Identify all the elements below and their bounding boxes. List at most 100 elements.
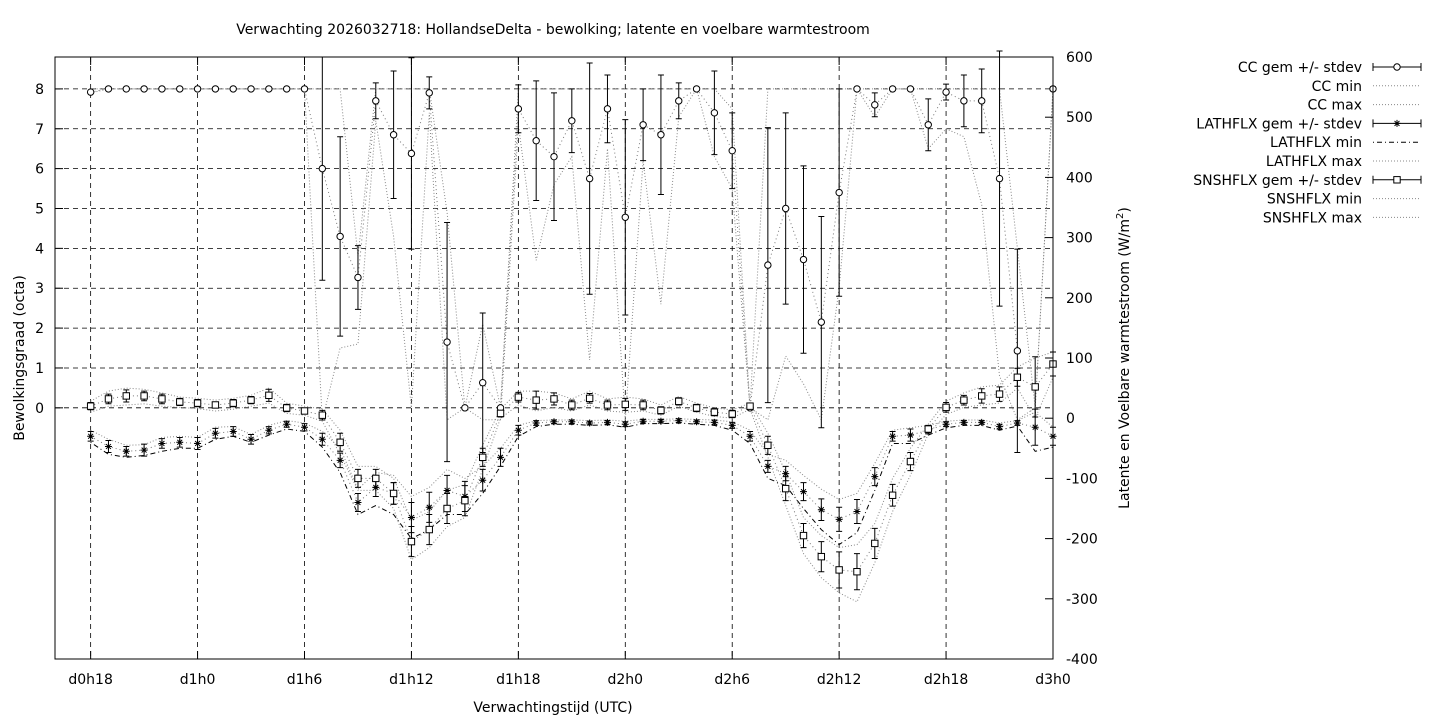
cc-gem-stdev-point (799, 255, 808, 264)
snshflx-gem-stdev-point (871, 539, 879, 548)
cc-gem-stdev-point (728, 146, 736, 155)
cc-gem-stdev-point (247, 85, 255, 93)
y-tick-label: 6 (35, 162, 44, 178)
snshflx-gem-stdev-point (389, 489, 398, 498)
lathflx-gem-stdev-point (889, 432, 897, 440)
snshflx-gem-stdev-point (888, 491, 897, 499)
snshflx-gem-stdev-point (585, 394, 594, 403)
snshflx-gem-stdev-point (817, 552, 826, 561)
lathflx-gem-stdev-point (497, 453, 505, 461)
series-lines (90, 89, 1054, 603)
snshflx-gem-stdev-point (176, 398, 184, 406)
y2-tick-label: -300 (1066, 592, 1098, 608)
cc-gem-stdev-point (211, 85, 220, 93)
legend-lathflx-min-label: LATHFLX min (1270, 135, 1362, 151)
cc-gem-stdev-point (835, 188, 843, 197)
lathflx-gem-stdev-point (265, 426, 273, 434)
x-axis-label: Verwachtingstijd (UTC) (473, 700, 632, 716)
x-tick-label: d1h6 (287, 672, 323, 688)
lathflx-gem-stdev-point (621, 420, 629, 428)
y2-axis-label-main: Latente en Voelbare warmtestroom (W/m (1117, 219, 1133, 509)
lathflx-gem-stdev-point (942, 420, 950, 428)
legend-snshflx-max-label: SNSHFLX max (1263, 210, 1362, 226)
snshflx-gem-stdev-line (90, 363, 1054, 573)
y2-tick-label: 100 (1066, 351, 1093, 367)
lathflx-gem-stdev-point (568, 418, 576, 426)
y2-tick-label: -400 (1066, 652, 1098, 668)
y-tick-label: 1 (35, 361, 44, 377)
legend-snshflx-min-label: SNSHFLX min (1267, 192, 1362, 208)
cc-gem-stdev-point (176, 85, 184, 93)
lathflx-gem-stdev-point (550, 418, 558, 426)
legend-lathflx-gem-stdev-label: LATHFLX gem +/- stdev (1196, 116, 1362, 132)
lathflx-gem-stdev-point (461, 492, 469, 500)
cc-gem-stdev-point (692, 85, 701, 93)
x-tick-label: d1h18 (496, 672, 540, 688)
chart-title: Verwachting 2026032718: HollandseDelta -… (236, 22, 870, 38)
cc-gem-stdev-point (675, 97, 683, 105)
cc-gem-stdev-point (657, 131, 665, 139)
lathflx-gem-stdev-point (586, 419, 594, 427)
legend-snshflx-gem-stdev-label: SNSHFLX gem +/- stdev (1193, 173, 1362, 189)
snshflx-gem-stdev-point (746, 402, 754, 410)
lathflx-gem-stdev-point (318, 435, 326, 443)
cc-gem-stdev-point (425, 89, 433, 97)
lathflx-gem-stdev-point (532, 419, 540, 427)
cc-gem-stdev-point (389, 131, 398, 139)
lathflx-gem-stdev-point (104, 442, 112, 450)
cc-gem-stdev-point (960, 97, 968, 105)
error-bars (87, 50, 1056, 591)
series-markers (86, 85, 1057, 576)
snshflx-gem-stdev-point (692, 404, 701, 412)
lathflx-gem-stdev-point (746, 432, 754, 440)
cc-gem-stdev-point (461, 404, 469, 412)
lathflx-gem-stdev-point (479, 476, 487, 484)
cc-gem-stdev-point (229, 85, 237, 93)
snshflx-gem-stdev-point (532, 396, 540, 404)
legend: CC gem +/- stdev CC min CC max LATHFLX gem … (1193, 60, 1422, 226)
x-tick-label: d2h6 (714, 672, 750, 688)
snshflx-gem-stdev-point (550, 395, 558, 403)
lathflx-gem-stdev-point (158, 439, 166, 447)
snshflx-gem-stdev-point (799, 531, 808, 540)
lathflx-gem-stdev-point (140, 446, 148, 454)
snshflx-gem-stdev-point (924, 425, 932, 433)
lathflx-gem-stdev-point (372, 483, 380, 491)
snshflx-gem-stdev-point (282, 404, 291, 412)
lathflx-gem-stdev-point (728, 421, 736, 429)
cc-gem-stdev-point (764, 261, 772, 269)
snshflx-gem-stdev-point (675, 397, 683, 406)
cc-gem-stdev-point (585, 174, 594, 183)
snshflx-gem-stdev-point (978, 392, 986, 400)
lathflx-gem-stdev-point (425, 503, 433, 511)
snshflx-gem-stdev-point (621, 400, 629, 409)
cc-gem-stdev-point (318, 164, 327, 173)
lathflx-gem-stdev-point (301, 423, 308, 431)
snshflx-gem-stdev-point (960, 396, 968, 404)
snshflx-gem-stdev-point (835, 566, 843, 574)
cc-gem-stdev-point (995, 174, 1004, 183)
lathflx-gem-stdev-point (639, 417, 647, 425)
x-tick-label: d2h18 (924, 672, 968, 688)
cc-gem-stdev-point (639, 121, 647, 129)
lathflx-gem-stdev-point (817, 506, 825, 514)
y-tick-label: 8 (35, 82, 44, 98)
snshflx-gem-stdev-point (1031, 383, 1039, 391)
y2-axis-label-sup: 2 (1115, 213, 1126, 219)
snshflx-gem-stdev-point (639, 401, 647, 409)
cc-gem-stdev-point (1013, 347, 1022, 355)
cc-gem-stdev-point (978, 97, 986, 105)
lathflx-gem-stdev-point (87, 432, 95, 440)
lathflx-gem-stdev-point (996, 423, 1004, 431)
cc-gem-stdev-point (888, 85, 897, 93)
snshflx-gem-stdev-point (443, 504, 451, 513)
lathflx-gem-stdev-point (229, 427, 237, 435)
snshflx-gem-stdev-point (104, 395, 113, 403)
lathflx-gem-stdev-point (603, 418, 611, 426)
lathflx-gem-stdev-point (354, 498, 362, 506)
snshflx-gem-stdev-point (336, 438, 344, 446)
y2-tick-label: 0 (1066, 411, 1075, 427)
lathflx-gem-stdev-point (764, 462, 772, 470)
snshflx-gem-stdev-point (568, 401, 576, 409)
